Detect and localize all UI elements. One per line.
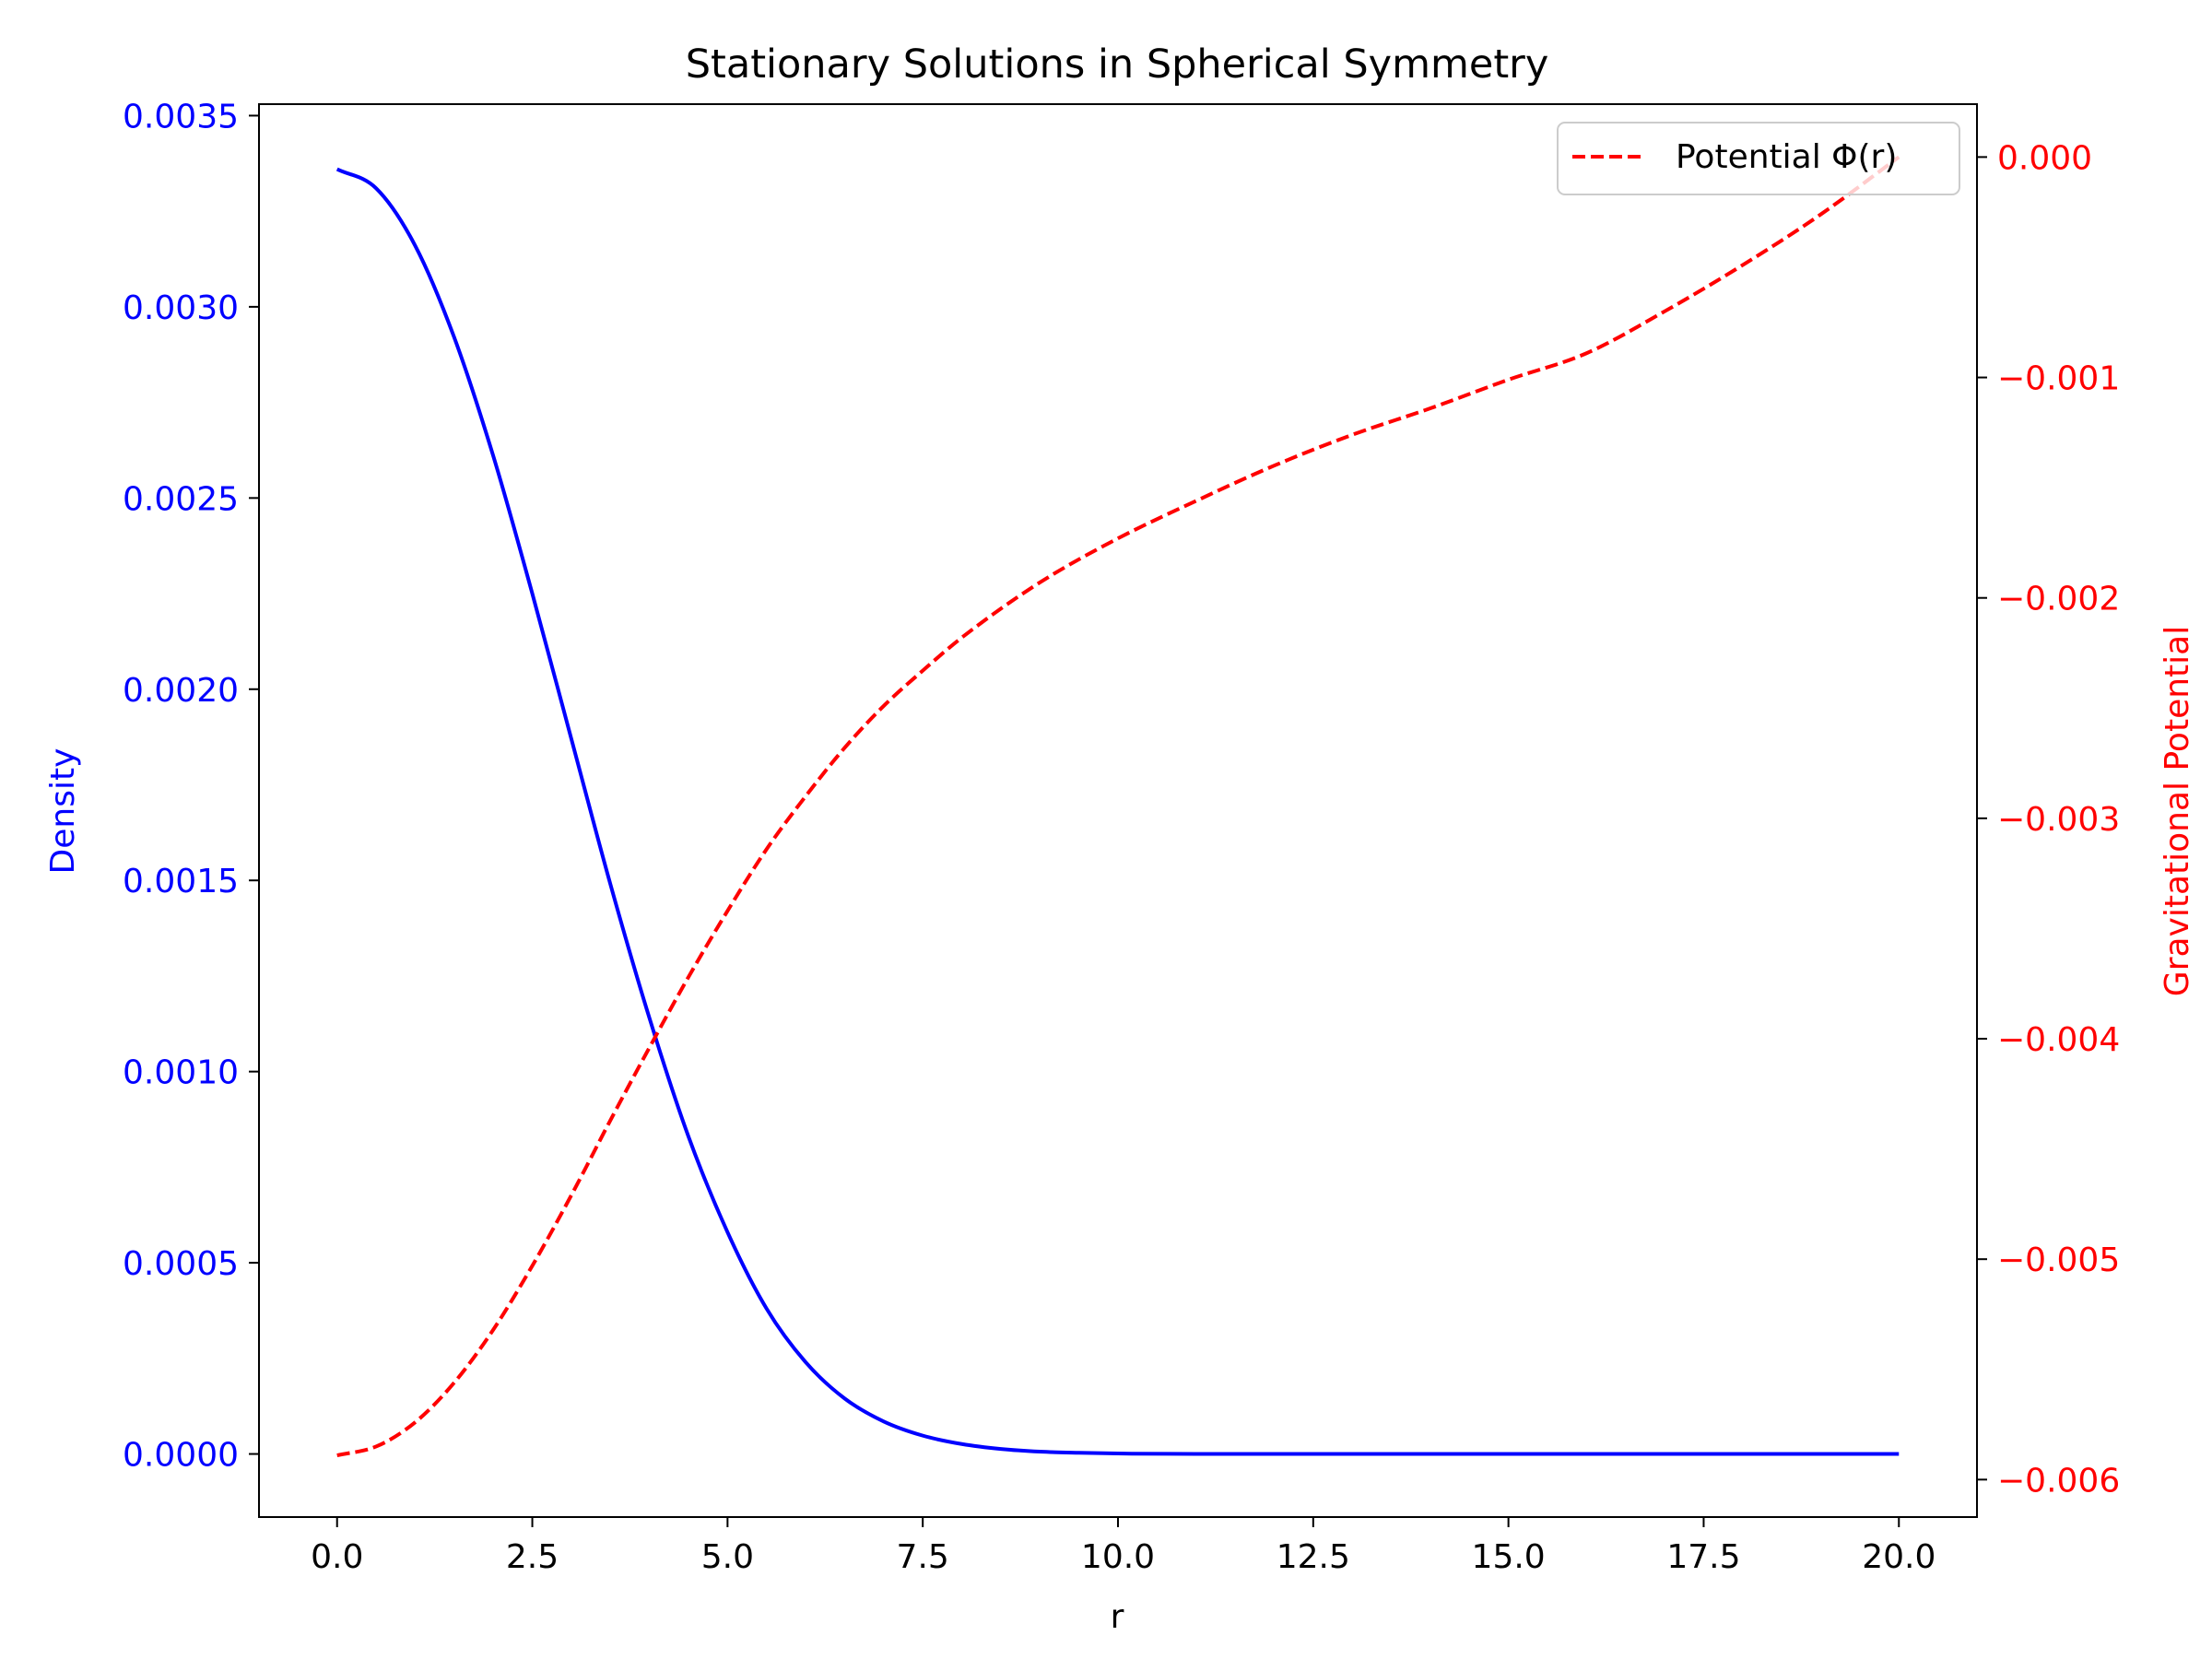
left-tick-label: 0.0000 [123,1437,239,1475]
right-tick-label: −0.004 [1997,1021,2120,1059]
right-tick-label: −0.001 [1997,360,2120,398]
left-tick-label: 0.0035 [123,98,239,135]
legend-box [1557,122,1960,195]
x-tick-label: 5.0 [701,1538,754,1576]
series-layer [335,155,1900,1457]
x-tick-label: 15.0 [1472,1538,1546,1576]
left-tick-label: 0.0010 [123,1054,239,1092]
x-axis-label: r [1111,1598,1124,1636]
left-tick-label: 0.0015 [123,863,239,900]
x-tick-label: 2.5 [506,1538,559,1576]
left-y-axis-label: Density [44,748,82,875]
density-line [335,167,1900,1456]
right-y-axis: 0.000 −0.001 −0.002 −0.003 −0.004 −0.005 −0.00… [1977,139,2120,1500]
right-tick-label: −0.005 [1997,1241,2120,1279]
x-tick-label: 10.0 [1081,1538,1155,1576]
x-tick-label: 12.5 [1277,1538,1350,1576]
right-y-axis-label: Gravitational Potential [2159,626,2196,996]
legend-label-potential: Potential Φ(r) [1676,138,1897,176]
left-y-axis: 0.0000 0.0005 0.0010 0.0015 0.0020 0.0025 0.00… [123,98,259,1475]
right-tick-label: −0.003 [1997,801,2120,839]
x-tick-label: 20.0 [1862,1538,1936,1576]
legend: Potential Φ(r) [1557,122,1960,195]
left-tick-label: 0.0025 [123,480,239,518]
left-tick-label: 0.0020 [123,672,239,710]
left-tick-label: 0.0005 [123,1245,239,1283]
chart-title: Stationary Solutions in Spherical Symmet… [686,41,1549,88]
right-tick-label: −0.002 [1997,581,2120,618]
right-tick-label: −0.006 [1997,1462,2120,1500]
x-tick-label: 17.5 [1666,1538,1740,1576]
x-tick-label: 7.5 [897,1538,949,1576]
left-tick-label: 0.0030 [123,289,239,327]
x-axis: 0.0 2.5 5.0 7.5 10.0 12.5 15.0 17.5 20.0 [311,1517,1936,1576]
potential-line [336,155,1900,1457]
x-tick-label: 0.0 [311,1538,363,1576]
right-tick-label: 0.000 [1997,139,2092,177]
